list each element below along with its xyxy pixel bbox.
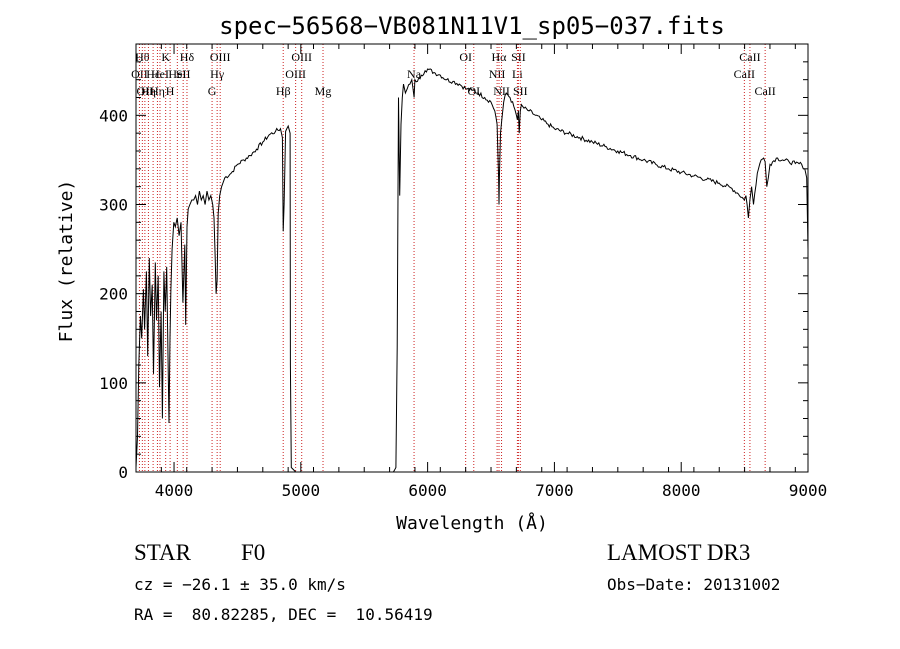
y-tick-label: 400 bbox=[99, 106, 128, 125]
line-label-6: HeI bbox=[151, 67, 169, 81]
y-tick-label: 100 bbox=[99, 374, 128, 393]
line-label-24: NII bbox=[493, 84, 510, 98]
line-label-27: SII bbox=[513, 84, 528, 98]
x-tick-label: 6000 bbox=[408, 481, 447, 500]
y-axis-label: Flux (relative) bbox=[56, 180, 77, 343]
line-label-16: OIII bbox=[285, 67, 306, 81]
line-label-1: Hθ bbox=[135, 50, 150, 64]
y-tick-label: 300 bbox=[99, 196, 128, 215]
line-label-30: CaII bbox=[754, 84, 775, 98]
coordinates: RA = 80.82285, DEC = 10.56419 bbox=[134, 605, 433, 624]
x-tick-label: 8000 bbox=[662, 481, 701, 500]
subclass: F0 bbox=[241, 540, 266, 565]
x-axis-ticks: 4000 5000 6000 7000 8000 9000 bbox=[135, 44, 828, 500]
emission-line-markers: OIIHθOIIHηHεHηHeIKHHeISIIHδGHγOIIIHβOIII… bbox=[131, 44, 776, 472]
line-label-11: Hδ bbox=[180, 50, 195, 64]
plot-frame bbox=[135, 43, 809, 473]
line-label-10: SII bbox=[176, 67, 191, 81]
y-axis-ticks: 0 100 200 300 400 bbox=[99, 43, 808, 482]
y-tick-label: 200 bbox=[99, 285, 128, 304]
line-label-13: Hγ bbox=[210, 67, 225, 81]
line-label-9: HeI bbox=[168, 67, 186, 81]
line-label-17: OIII bbox=[291, 50, 312, 64]
line-label-26: SII bbox=[511, 50, 526, 64]
line-label-12: G bbox=[208, 84, 217, 98]
line-label-5: Hη bbox=[150, 84, 165, 98]
line-label-20: OI bbox=[459, 50, 472, 64]
line-label-3: Hη bbox=[141, 84, 156, 98]
line-label-23: Hα bbox=[492, 50, 508, 64]
line-label-19: Na bbox=[407, 67, 422, 81]
spectrum-line bbox=[135, 68, 809, 473]
x-axis-label: Wavelength (Å) bbox=[396, 512, 548, 534]
x-tick-label: 9000 bbox=[789, 481, 828, 500]
line-label-7: K bbox=[161, 50, 170, 64]
chart-title: spec−56568−VB081N11V1_sp05−037.fits bbox=[219, 12, 725, 40]
object-class: STAR bbox=[134, 540, 191, 565]
x-tick-label: 7000 bbox=[535, 481, 574, 500]
line-label-15: Hβ bbox=[276, 84, 291, 98]
line-label-29: CaII bbox=[739, 50, 760, 64]
redshift-cz: cz = −26.1 ± 35.0 km/s bbox=[134, 575, 346, 594]
line-label-25: Li bbox=[512, 67, 523, 81]
line-label-22: NII bbox=[489, 67, 506, 81]
line-label-8: H bbox=[166, 84, 175, 98]
y-tick-label: 0 bbox=[118, 463, 128, 482]
x-tick-label: 4000 bbox=[155, 481, 194, 500]
line-label-28: CaII bbox=[734, 67, 755, 81]
line-label-4: Hε bbox=[146, 67, 160, 81]
line-label-18: Mg bbox=[315, 84, 332, 98]
line-label-0: OII bbox=[131, 67, 148, 81]
x-tick-label: 5000 bbox=[282, 481, 321, 500]
line-label-2: OII bbox=[137, 84, 154, 98]
obs-date: Obs−Date: 20131002 bbox=[607, 575, 781, 594]
survey-name: LAMOST DR3 bbox=[607, 540, 751, 565]
line-label-14: OIII bbox=[210, 50, 231, 64]
